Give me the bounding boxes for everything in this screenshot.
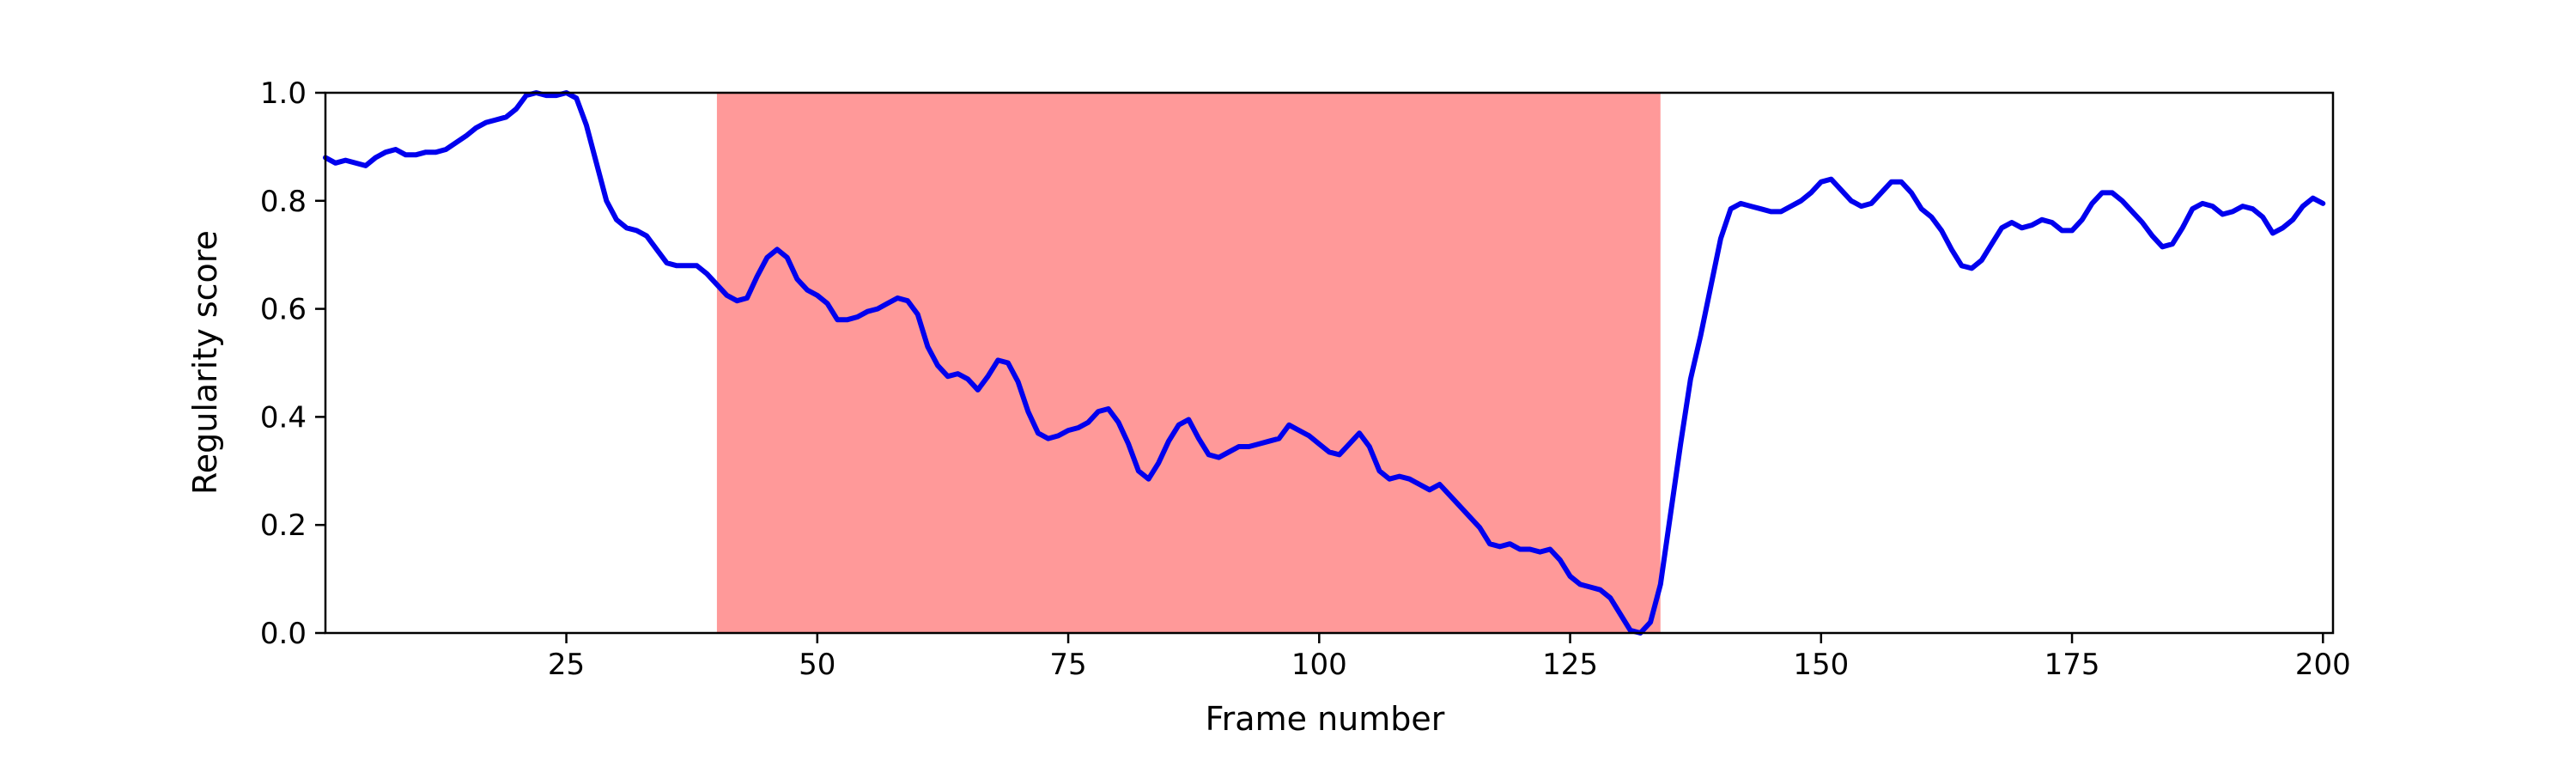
y-tick-label: 0.0 xyxy=(260,617,307,651)
x-axis-label: Frame number xyxy=(1206,700,1445,738)
y-axis-ticks: 0.0 0.2 0.4 0.6 0.8 1.0 xyxy=(260,76,325,651)
x-tick-label: 75 xyxy=(1049,648,1086,682)
highlight-layer xyxy=(716,93,1661,633)
plot-frame xyxy=(324,91,2335,635)
y-tick-label: 0.4 xyxy=(260,400,307,435)
x-tick-label: 125 xyxy=(1542,648,1598,682)
y-tick-label: 1.0 xyxy=(260,76,307,111)
series-layer xyxy=(323,90,2326,636)
x-tick-label: 150 xyxy=(1793,648,1849,682)
highlight-region xyxy=(716,93,1661,633)
x-tick-label: 25 xyxy=(548,648,585,682)
series-line-0 xyxy=(323,90,2326,636)
x-tick-label: 200 xyxy=(2295,648,2351,682)
y-axis-label: Regularity score xyxy=(186,230,224,495)
axes-layer xyxy=(324,91,2335,635)
x-tick-label: 175 xyxy=(2044,648,2100,682)
y-tick-label: 0.2 xyxy=(260,508,307,543)
x-tick-label: 50 xyxy=(799,648,835,682)
x-axis-ticks: 25 50 75 100 125 150 175 200 xyxy=(548,633,2351,682)
y-tick-label: 0.8 xyxy=(260,185,307,219)
y-tick-label: 0.6 xyxy=(260,293,307,327)
x-tick-label: 100 xyxy=(1291,648,1347,682)
